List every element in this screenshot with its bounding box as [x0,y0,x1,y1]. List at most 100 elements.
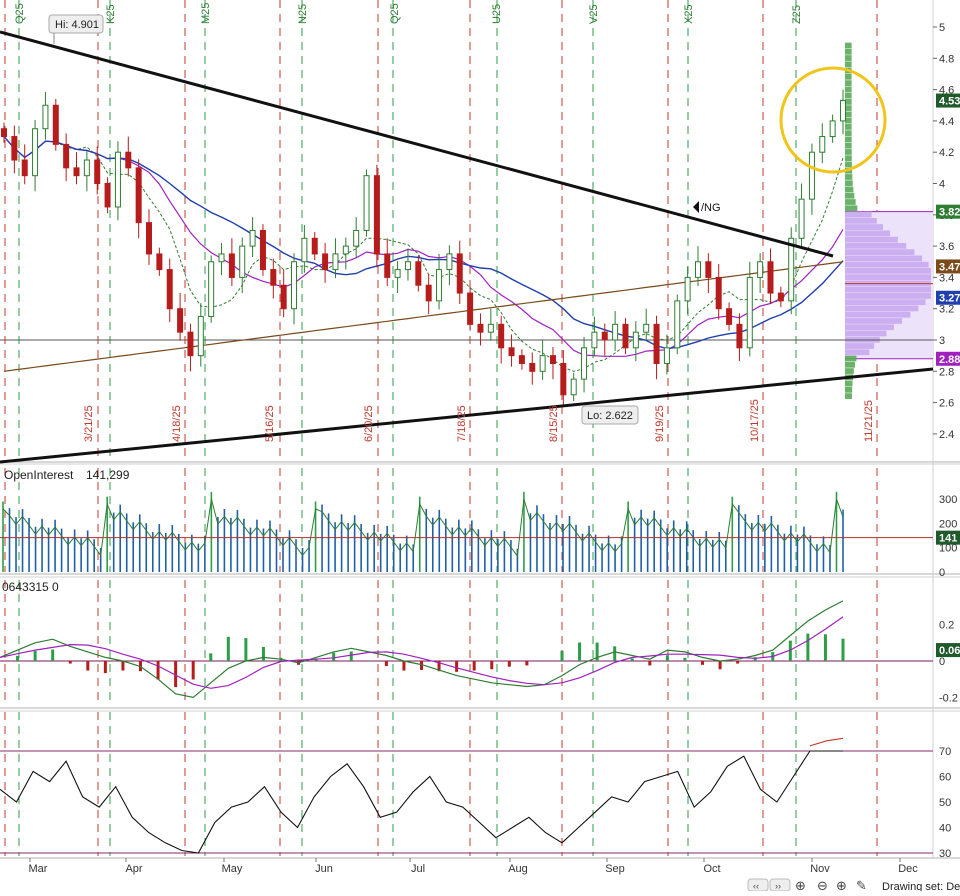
price-panel: Hi: 4.901 Lo: 2.622 /NG [0,14,934,464]
macd-hist-bar [648,661,652,666]
profile-bar [845,186,854,193]
candle-body [311,237,318,255]
candle-body [291,261,298,310]
profile-bar [845,305,919,312]
price-tag-label: 3.82 [939,207,960,219]
profile-bar [845,236,898,243]
oi-line [2,498,844,558]
month-label: Sep [605,863,625,875]
profile-bar [845,242,907,249]
candle-body [777,292,784,302]
contract-label: N25 [297,4,309,24]
candle-body [11,136,18,161]
macd-hist-bar [68,661,72,664]
macd-hist-bar [402,661,406,671]
price-tag-label: 3.27 [939,293,960,305]
macd-hist-bar [367,660,371,661]
price-tick-label: 3 [939,335,945,347]
rsi-tick-label: 40 [939,823,951,835]
month-label: Mar [29,863,48,875]
panel-separators [0,0,960,859]
candle-body [125,151,132,169]
month-axis: Mar Apr May Jun Jul Aug Sep Oct Nov Dec [29,858,918,875]
candle-body [549,355,556,364]
price-tag [936,290,960,305]
candle-body [394,269,401,278]
macd-hist-bar [806,633,810,661]
oi-tick-label: 300 [939,494,957,506]
macd-line [0,600,844,699]
profile-bar [845,55,852,61]
profile-bar [845,274,931,281]
profile-bar [845,249,915,255]
oi-tick-label: 0 [939,567,945,579]
month-label: Nov [810,863,830,875]
macd-hist-bar [209,653,213,661]
macd-hist-bar [16,655,20,661]
macd-tag [936,643,960,658]
candle-body [653,323,660,364]
macd-hist-bar [332,652,336,661]
drawing-set-label[interactable]: Drawing set: De [882,881,960,893]
price-tick-label: 4.2 [939,147,954,159]
candle-body [104,183,111,208]
uptrend-line[interactable] [0,367,934,464]
candle-body [767,261,774,294]
chevron-left-icon: ‹‹ [753,881,759,891]
candle-body [643,323,650,333]
candle-body [94,159,101,184]
price-tag-label: 3.47 [939,261,960,273]
month-label: May [222,863,243,875]
macd-hist-bar [226,636,230,661]
pencil-icon[interactable]: ✎ [856,878,867,893]
candle-body [187,331,194,357]
macd-hist-bar [191,661,195,680]
candle-body [456,253,463,294]
candle-body [715,276,722,310]
candle-body [674,300,681,349]
macd-hist-bar [121,661,125,671]
macd-hist-bar [437,661,441,672]
candle-body [487,323,494,333]
expiry-date-label: 8/15/25 [548,405,560,442]
hi-callout: Hi: 4.901 [48,14,104,44]
candle-body [601,331,608,341]
candle-body [114,151,121,208]
lo-callout: Lo: 2.622 [581,405,639,425]
contract-label: Z25 [791,5,803,24]
price-tick-label: 2.4 [939,429,954,441]
candle-body [322,253,329,271]
symbol-label: /NG [701,202,721,214]
zoom-in-icon[interactable]: ⊕ [795,878,806,893]
zoom-out-icon[interactable]: ⊖ [817,878,828,893]
macd-hist-bar [683,657,687,661]
candle-body [436,269,443,302]
downtrend-line[interactable] [0,30,834,258]
candle-body [146,222,153,255]
candle-body [591,331,598,349]
oi-tick-label: 200 [939,518,957,530]
macd-hist-bar [33,650,37,661]
profile-bar [845,343,875,349]
rsi-tick-label: 70 [939,746,951,758]
candle-body [52,104,59,145]
month-label: Aug [508,863,528,875]
candle-body [332,253,339,271]
profile-bar [845,386,853,393]
price-tag [936,93,960,108]
candle-body [539,355,546,372]
macd-hist-bar [525,661,529,666]
profile-bar [845,330,887,337]
macd-value2: 0 [52,580,59,594]
profile-bar [845,92,852,99]
price-tick-label: 3.6 [939,241,954,253]
highlight-circle[interactable] [779,66,887,174]
candle-body [177,308,184,333]
crosshair-icon[interactable]: ⊕ [836,878,847,893]
candle-body [166,269,173,310]
price-tick-label: 5 [939,22,945,34]
candle-body [446,253,453,271]
contract-label: X25 [683,4,695,24]
macd-hist-bar [455,661,459,672]
profile-bar [845,217,877,224]
